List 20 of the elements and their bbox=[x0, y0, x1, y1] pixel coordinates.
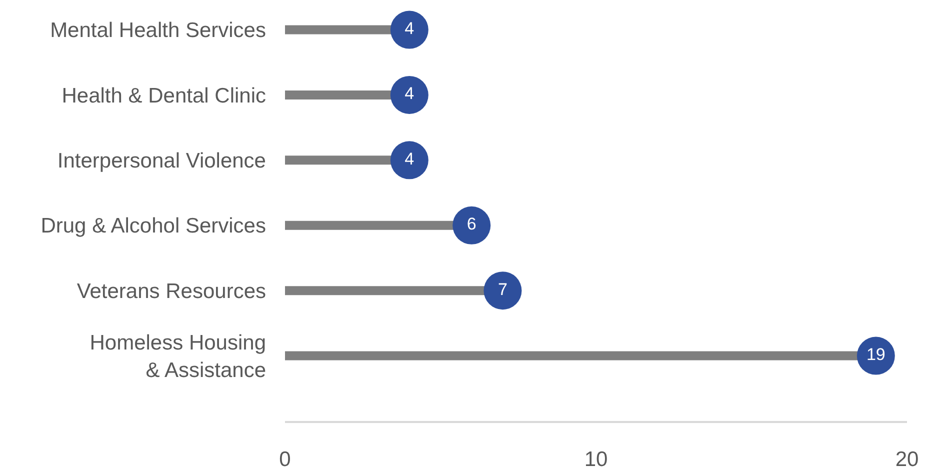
x-tick-label: 0 bbox=[279, 448, 291, 471]
point bbox=[390, 10, 428, 49]
point bbox=[390, 141, 428, 180]
y-tick-label: Interpersonal Violence bbox=[57, 150, 266, 173]
y-tick-label: Mental Health Services bbox=[50, 19, 266, 42]
data-label: 19 bbox=[866, 345, 886, 364]
y-tick-label: Veterans Resources bbox=[76, 280, 266, 303]
y-tick-label: Homeless Housing & Assistance bbox=[90, 332, 266, 382]
y-tick-label: Health & Dental Clinic bbox=[62, 84, 266, 108]
point bbox=[390, 76, 428, 114]
point bbox=[452, 206, 491, 244]
x-tick-label: 20 bbox=[895, 448, 919, 471]
data-label: 4 bbox=[404, 149, 414, 168]
point bbox=[484, 272, 522, 310]
y-tick-label: Drug & Alcohol Services bbox=[40, 214, 266, 238]
data-label: 6 bbox=[466, 214, 476, 234]
data-label: 7 bbox=[498, 280, 508, 299]
data-label: 4 bbox=[404, 19, 414, 38]
data-label: 4 bbox=[404, 84, 414, 104]
x-tick-label: 10 bbox=[584, 448, 608, 471]
